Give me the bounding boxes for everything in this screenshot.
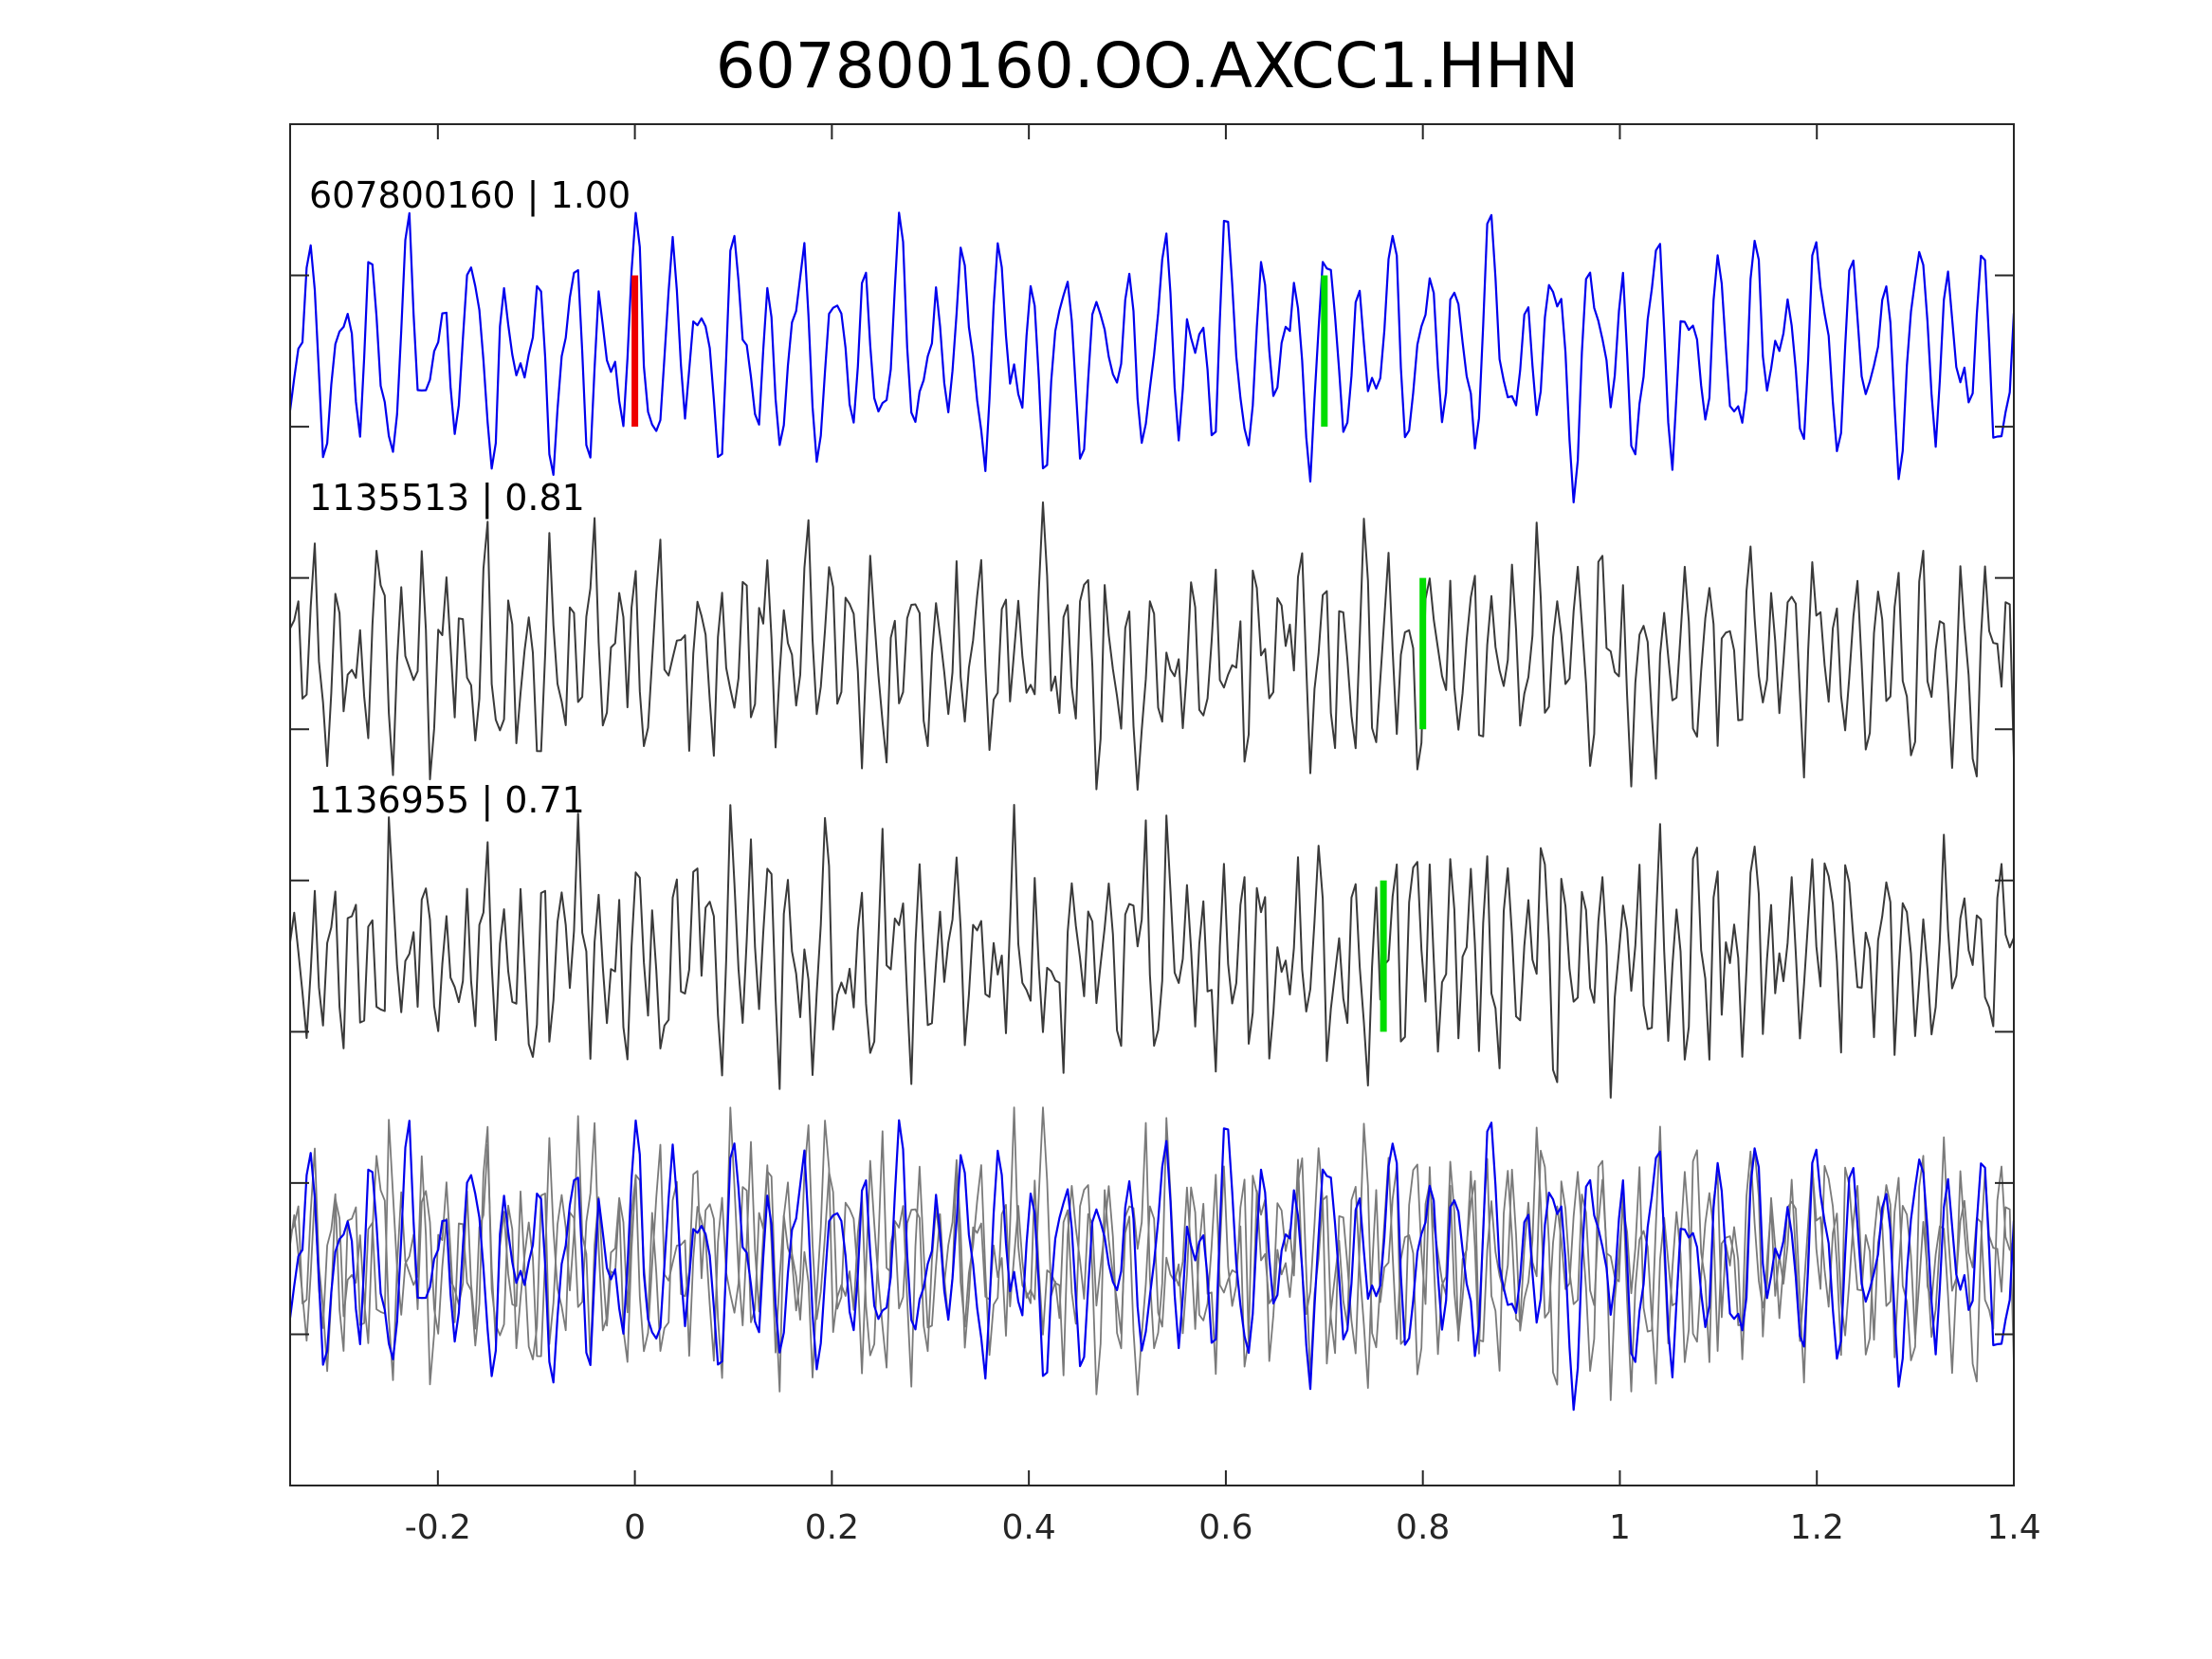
trace-labels-layer: 607800160 | 1.00 1135513 | 0.81 1136955 | … [309, 174, 631, 822]
traces-layer [288, 211, 2016, 1412]
x-tick-label: -0.2 [405, 1508, 471, 1547]
axes-frame [289, 123, 2015, 1486]
x-tick-label: 1.2 [1790, 1508, 1844, 1547]
trace-waveform-607800160 [288, 211, 2016, 503]
trace-label-1136955: 1136955 | 0.71 [309, 779, 585, 822]
trace-label-607800160: 607800160 | 1.00 [309, 174, 631, 217]
x-tick-label: 0 [624, 1508, 646, 1547]
picks-layer [631, 275, 1427, 1032]
x-tick-label: 0.6 [1198, 1508, 1252, 1547]
x-tick-label: 0.2 [805, 1508, 859, 1547]
overlay-waveform-1136955 [289, 1106, 2015, 1401]
trace-label-1135513: 1135513 | 0.81 [309, 477, 585, 520]
overlay-waveform-1135513 [289, 1106, 2015, 1396]
x-tick-label: 1.4 [1986, 1508, 2040, 1547]
overlay-waveform-607800160 [288, 1119, 2016, 1412]
chart-title: 607800160.OO.AXCC1.HHN [716, 29, 1579, 102]
x-tick-label: 0.8 [1396, 1508, 1450, 1547]
trace-waveform-1136955 [289, 804, 2015, 1099]
trace-waveform-1135513 [289, 501, 2015, 791]
x-tick-label: 0.4 [1002, 1508, 1056, 1547]
x-tick-label: 1 [1609, 1508, 1631, 1547]
ticks-layer: -0.2 0 0.2 0.4 0.6 0.8 1 1.2 1.4 [290, 124, 2041, 1547]
